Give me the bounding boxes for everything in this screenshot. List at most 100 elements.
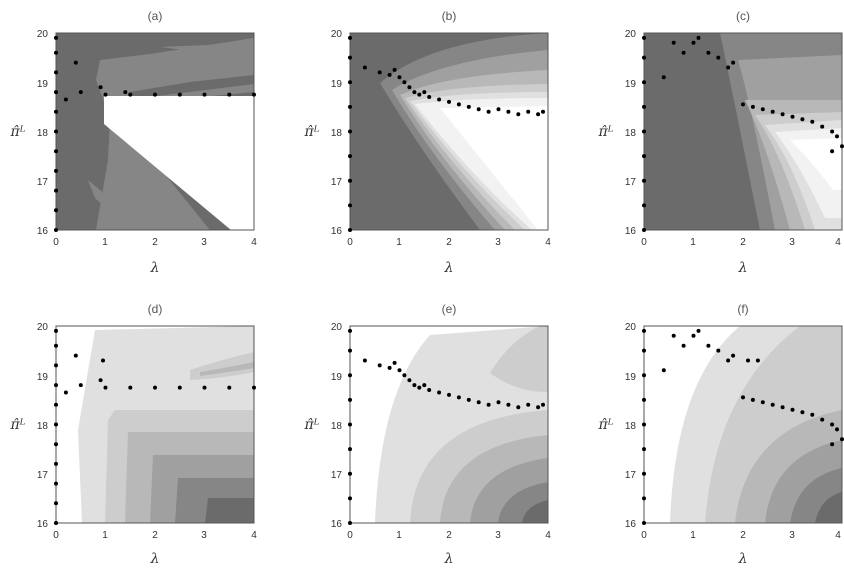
scatter-point xyxy=(642,471,646,476)
scatter-point xyxy=(202,92,207,97)
scatter-point xyxy=(348,129,352,134)
scatter-point xyxy=(54,35,58,40)
y-tick-a: 17 xyxy=(37,177,49,188)
y-tick-f: 17 xyxy=(625,470,637,481)
scatter-point xyxy=(642,422,646,427)
scatter-point xyxy=(73,353,78,358)
scatter-point xyxy=(348,154,352,159)
scatter-point xyxy=(642,521,646,525)
scatter-point xyxy=(417,385,422,390)
panel-b: (b) 0 1 2 3 4 16 17 18 19 20 λ π̂ᴸ xyxy=(303,9,551,276)
panel-d: (d) 0 1 2 3 4 16 17 18 19 20 λ xyxy=(9,302,257,567)
x-tick-d: 4 xyxy=(251,530,257,541)
scatter-point xyxy=(642,178,646,183)
x-tick-a: 4 xyxy=(251,237,257,248)
scatter-point xyxy=(642,348,646,353)
scatter-point xyxy=(830,149,835,154)
scatter-point xyxy=(476,400,481,405)
scatter-point xyxy=(696,35,701,40)
scatter-point xyxy=(671,40,676,45)
scatter-point xyxy=(437,97,442,102)
scatter-point xyxy=(54,422,58,427)
y-tick-d: 17 xyxy=(37,470,49,481)
scatter-point xyxy=(54,481,58,486)
x-tick-a: 1 xyxy=(102,237,108,248)
scatter-point xyxy=(770,109,775,114)
y-axis-label-d: π̂ᴸ xyxy=(9,417,25,433)
panel-title-c: (c) xyxy=(736,9,750,23)
panel-title-d: (d) xyxy=(148,302,163,316)
y-tick-a: 20 xyxy=(37,29,49,40)
scatter-point xyxy=(101,358,105,363)
scatter-point xyxy=(348,80,352,85)
y-ticks-d: 16 17 18 19 20 xyxy=(37,322,49,530)
x-tick-a: 0 xyxy=(53,237,59,248)
scatter-point xyxy=(348,447,352,452)
scatter-point xyxy=(496,400,501,405)
x-tick-b: 1 xyxy=(396,237,402,248)
scatter-point xyxy=(348,521,352,525)
scatter-point xyxy=(486,109,491,114)
scatter-point xyxy=(252,385,256,390)
y-tick-b: 19 xyxy=(331,79,343,90)
scatter-point xyxy=(54,383,58,388)
x-tick-c: 2 xyxy=(740,237,746,248)
scatter-point xyxy=(348,348,352,353)
x-ticks-e: 0 1 2 3 4 xyxy=(347,530,551,541)
scatter-point xyxy=(362,65,367,70)
x-ticks-f: 0 1 2 3 4 xyxy=(641,530,841,541)
scatter-point xyxy=(54,328,58,333)
scatter-point xyxy=(716,348,721,353)
y-tick-d: 19 xyxy=(37,372,49,383)
scatter-point xyxy=(153,385,157,390)
scatter-point xyxy=(541,109,545,114)
x-tick-d: 1 xyxy=(102,530,108,541)
scatter-point xyxy=(835,134,839,139)
scatter-point xyxy=(642,154,646,159)
scatter-point xyxy=(642,228,646,232)
scatter-point xyxy=(407,378,412,383)
scatter-point xyxy=(840,144,844,149)
scatter-point xyxy=(54,461,58,466)
scatter-point xyxy=(681,50,686,55)
y-ticks-c: 16 17 18 19 20 xyxy=(625,29,637,237)
scatter-point xyxy=(447,392,451,397)
scatter-point xyxy=(98,85,103,90)
x-axis-label-a: λ xyxy=(150,260,160,276)
scatter-point xyxy=(536,112,541,117)
scatter-point xyxy=(397,368,402,373)
scatter-point xyxy=(642,35,646,40)
scatter-point xyxy=(177,385,182,390)
scatter-point xyxy=(447,99,451,104)
scatter-point xyxy=(466,104,471,109)
panel-title-b: (b) xyxy=(442,9,457,23)
scatter-point xyxy=(348,471,352,476)
scatter-point xyxy=(830,129,835,134)
scatter-point xyxy=(691,40,696,45)
scatter-points-e xyxy=(348,328,545,525)
scatter-point xyxy=(746,358,750,363)
scatter-point xyxy=(642,55,646,60)
y-tick-e: 17 xyxy=(331,470,343,481)
scatter-point xyxy=(54,50,58,55)
y-tick-c: 17 xyxy=(625,177,637,188)
scatter-point xyxy=(750,104,755,109)
y-tick-c: 16 xyxy=(625,226,637,237)
scatter-point xyxy=(741,102,745,107)
x-tick-e: 2 xyxy=(446,530,452,541)
y-tick-e: 16 xyxy=(331,519,343,530)
y-ticks-e: 16 17 18 19 20 xyxy=(331,322,343,530)
scatter-point xyxy=(696,328,701,333)
contour-field-f xyxy=(644,326,842,523)
scatter-point xyxy=(840,437,844,442)
scatter-point xyxy=(128,385,133,390)
scatter-point xyxy=(397,75,402,80)
contour-field-c xyxy=(644,33,842,230)
scatter-point xyxy=(73,60,78,65)
y-tick-f: 19 xyxy=(625,372,637,383)
y-tick-b: 16 xyxy=(331,226,343,237)
scatter-point xyxy=(348,35,352,40)
scatter-point xyxy=(78,90,83,95)
x-ticks-a: 0 1 2 3 4 xyxy=(53,237,257,248)
y-tick-e: 18 xyxy=(331,421,343,432)
